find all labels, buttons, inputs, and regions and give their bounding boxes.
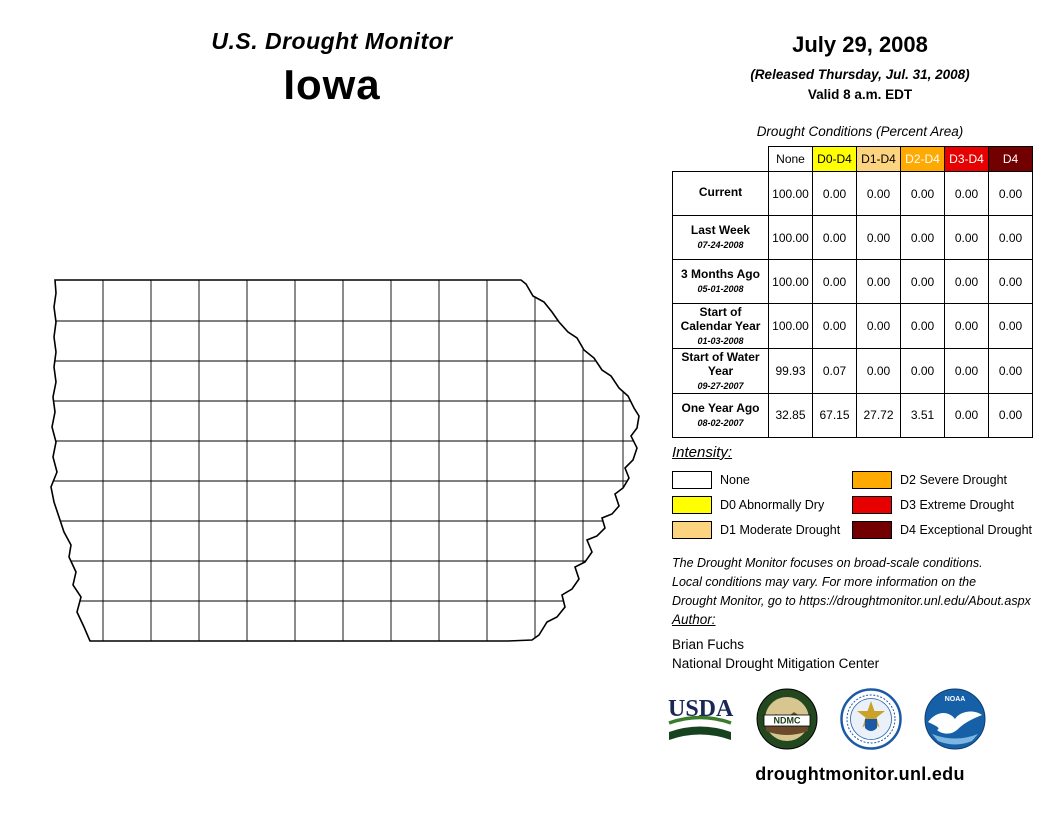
title-block: U.S. Drought Monitor Iowa <box>0 28 664 109</box>
table-cell: 0.00 <box>988 392 1033 438</box>
county-grid-vertical <box>102 280 624 641</box>
commerce-seal-logo <box>840 688 902 750</box>
state-outline <box>50 279 640 642</box>
table-row: 3 Months Ago 05-01-2008 100.00 0.00 0.00… <box>672 259 1033 304</box>
table-cell: 0.00 <box>856 347 901 394</box>
table-corner-cell <box>672 146 769 172</box>
county-grid-horizontal <box>51 320 639 602</box>
legend-title: Intensity: <box>672 444 733 461</box>
table-cell: 0.00 <box>812 215 857 260</box>
author-name: Brian Fuchs <box>672 637 745 652</box>
table-header-row: None D0-D4 D1-D4 D2-D4 D3-D4 D4 <box>672 146 1033 172</box>
legend-swatch-d0 <box>672 495 712 514</box>
svg-text:NDMC: NDMC <box>774 716 801 726</box>
legend-item-d1: D1 Moderate Drought <box>672 520 852 539</box>
table-cell: 0.07 <box>812 347 857 394</box>
table-cell: 0.00 <box>944 259 989 304</box>
table-cell: 0.00 <box>900 259 945 304</box>
state-fill-none <box>51 280 639 641</box>
drought-conditions-table: None D0-D4 D1-D4 D2-D4 D3-D4 D4 Current … <box>672 146 1033 438</box>
legend-swatch-none <box>672 470 712 489</box>
column-header-d4: D4 <box>988 146 1033 172</box>
author-organization: National Drought Mitigation Center <box>672 656 880 671</box>
table-cell: 32.85 <box>768 392 813 438</box>
table-row: Start of Calendar Year 01-03-2008 100.00… <box>672 303 1033 349</box>
table-caption: Drought Conditions (Percent Area) <box>756 124 964 139</box>
table-cell: 0.00 <box>944 392 989 438</box>
table-cell: 0.00 <box>856 303 901 349</box>
row-label-last-week: Last Week 07-24-2008 <box>672 215 769 260</box>
noaa-logo: NOAA <box>924 688 986 750</box>
legend-item-d3: D3 Extreme Drought <box>852 495 1056 514</box>
legend-swatch-d3 <box>852 495 892 514</box>
table-cell: 0.00 <box>900 347 945 394</box>
table-row: Current 100.00 0.00 0.00 0.00 0.00 0.00 <box>672 171 1033 216</box>
row-label-3-months-ago: 3 Months Ago 05-01-2008 <box>672 259 769 304</box>
report-date: July 29, 2008 <box>792 32 928 57</box>
column-header-none: None <box>768 146 813 172</box>
agency-logos: USDA NDMC NOAA <box>666 688 1026 750</box>
table-cell: 0.00 <box>944 171 989 216</box>
table-cell: 0.00 <box>856 215 901 260</box>
table-cell: 100.00 <box>768 259 813 304</box>
author-heading: Author: <box>672 612 716 627</box>
table-cell: 0.00 <box>944 303 989 349</box>
table-cell: 100.00 <box>768 215 813 260</box>
column-header-d0-d4: D0-D4 <box>812 146 857 172</box>
table-cell: 0.00 <box>856 259 901 304</box>
table-row: One Year Ago 08-02-2007 32.85 67.15 27.7… <box>672 392 1033 438</box>
table-row: Start of Water Year 09-27-2007 99.93 0.0… <box>672 347 1033 394</box>
table-cell: 0.00 <box>900 171 945 216</box>
table-cell: 67.15 <box>812 392 857 438</box>
iowa-map <box>50 279 640 642</box>
table-cell: 0.00 <box>944 215 989 260</box>
legend-item-none: None <box>672 470 852 489</box>
table-cell: 0.00 <box>988 215 1033 260</box>
column-header-d3-d4: D3-D4 <box>944 146 989 172</box>
table-cell: 0.00 <box>944 347 989 394</box>
table-row: Last Week 07-24-2008 100.00 0.00 0.00 0.… <box>672 215 1033 260</box>
table-cell: 0.00 <box>988 171 1033 216</box>
row-label-current: Current <box>672 171 769 216</box>
table-cell: 100.00 <box>768 303 813 349</box>
legend-swatch-d4 <box>852 520 892 539</box>
legend-item-d0: D0 Abnormally Dry <box>672 495 852 514</box>
intensity-legend: None D0 Abnormally Dry D1 Moderate Droug… <box>672 467 1056 542</box>
ndmc-logo: NDMC <box>756 688 818 750</box>
table-cell: 100.00 <box>768 171 813 216</box>
legend-item-d2: D2 Severe Drought <box>852 470 1056 489</box>
legend-swatch-d1 <box>672 520 712 539</box>
footer-url: droughtmonitor.unl.edu <box>755 764 965 784</box>
released-date: (Released Thursday, Jul. 31, 2008) <box>750 67 970 82</box>
table-cell: 0.00 <box>812 259 857 304</box>
table-cell: 0.00 <box>988 347 1033 394</box>
table-cell: 27.72 <box>856 392 901 438</box>
column-header-d2-d4: D2-D4 <box>900 146 945 172</box>
svg-text:NOAA: NOAA <box>945 696 966 703</box>
table-cell: 0.00 <box>900 215 945 260</box>
valid-time: Valid 8 a.m. EDT <box>807 87 913 102</box>
table-cell: 0.00 <box>812 303 857 349</box>
table-cell: 0.00 <box>988 259 1033 304</box>
table-cell: 3.51 <box>900 392 945 438</box>
legend-swatch-d2 <box>852 470 892 489</box>
table-cell: 0.00 <box>900 303 945 349</box>
usda-logo: USDA <box>668 696 734 740</box>
row-label-start-water-year: Start of Water Year 09-27-2007 <box>672 347 769 394</box>
legend-item-d4: D4 Exceptional Drought <box>852 520 1056 539</box>
table-cell: 0.00 <box>856 171 901 216</box>
table-cell: 99.93 <box>768 347 813 394</box>
column-header-d1-d4: D1-D4 <box>856 146 901 172</box>
disclaimer-text: The Drought Monitor focuses on broad-sca… <box>672 556 1031 608</box>
row-label-one-year-ago: One Year Ago 08-02-2007 <box>672 392 769 438</box>
table-cell: 0.00 <box>812 171 857 216</box>
date-block: July 29, 2008 (Released Thursday, Jul. 3… <box>664 32 1056 102</box>
iowa-map-container <box>28 258 650 656</box>
row-label-start-calendar-year: Start of Calendar Year 01-03-2008 <box>672 303 769 349</box>
table-cell: 0.00 <box>988 303 1033 349</box>
state-title: Iowa <box>283 61 381 108</box>
report-title: U.S. Drought Monitor <box>211 28 453 54</box>
